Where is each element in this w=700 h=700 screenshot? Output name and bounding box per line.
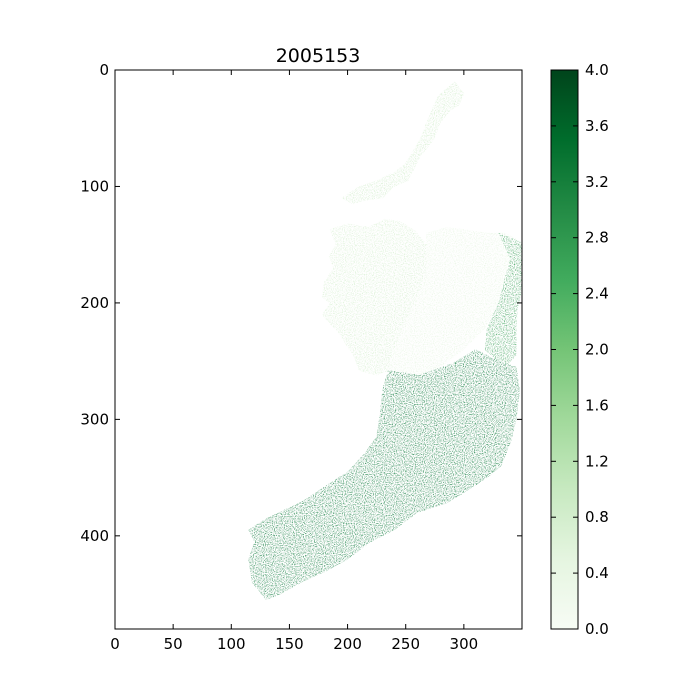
colorbar-tick-label: 3.2 bbox=[585, 173, 609, 191]
map-region-west bbox=[321, 218, 427, 376]
x-tick-label: 200 bbox=[333, 635, 362, 653]
colorbar-tick-label: 0.4 bbox=[585, 564, 609, 582]
colorbar-tick-label: 4.0 bbox=[585, 61, 609, 79]
x-tick-label: 50 bbox=[164, 635, 183, 653]
colorbar-tick-label: 0.8 bbox=[585, 508, 609, 526]
y-axis: 0 100 200 300 400 bbox=[80, 61, 522, 545]
y-tick-label: 100 bbox=[80, 177, 109, 195]
map-regions bbox=[248, 81, 522, 601]
x-axis: 0 50 100 150 200 250 300 bbox=[110, 70, 478, 653]
map-region-south bbox=[248, 349, 520, 601]
chart-title: 2005153 bbox=[276, 45, 361, 67]
map-region-north bbox=[341, 81, 465, 205]
colorbar-tick-label: 1.6 bbox=[585, 396, 609, 414]
x-tick-label: 150 bbox=[275, 635, 304, 653]
y-tick-label: 400 bbox=[80, 527, 109, 545]
x-tick-label: 250 bbox=[391, 635, 420, 653]
colorbar-tick-label: 0.0 bbox=[585, 620, 609, 638]
map-region-midlands bbox=[388, 226, 517, 385]
map-region-east bbox=[484, 232, 522, 368]
colorbar-tick-label: 3.6 bbox=[585, 117, 609, 135]
plot-frame bbox=[114, 69, 523, 630]
x-tick-label: 100 bbox=[217, 635, 246, 653]
y-tick-label: 0 bbox=[99, 61, 109, 79]
colorbar-tick-label: 2.8 bbox=[585, 229, 609, 247]
colorbar-tick-label: 2.0 bbox=[585, 341, 609, 359]
plot-area bbox=[115, 70, 522, 629]
colorbar-tick-label: 2.4 bbox=[585, 285, 609, 303]
x-tick-label: 0 bbox=[110, 635, 120, 653]
colorbar-axis: 0.0 0.4 0.8 1.2 1.6 2.0 2.4 2.8 3.2 3.6 4.0 bbox=[551, 61, 609, 638]
y-tick-label: 200 bbox=[80, 294, 109, 312]
y-tick-label: 300 bbox=[80, 410, 109, 428]
colorbar-tick-label: 1.2 bbox=[585, 452, 609, 470]
x-tick-label: 300 bbox=[450, 635, 479, 653]
